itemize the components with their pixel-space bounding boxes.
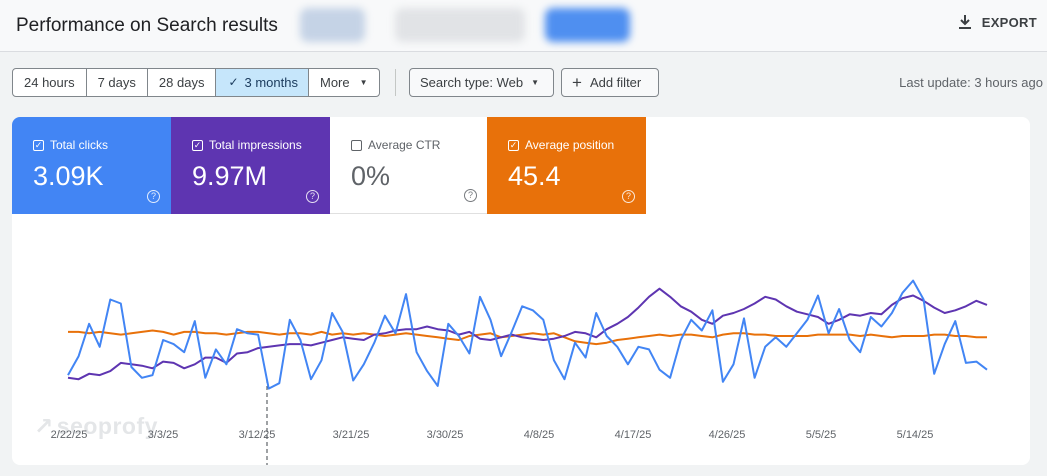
add-filter-button[interactable]: + Add filter: [561, 68, 659, 97]
range-label: 24 hours: [24, 75, 75, 90]
export-label: EXPORT: [981, 14, 1037, 30]
help-icon[interactable]: ?: [147, 190, 160, 203]
blurred-property-selector[interactable]: [300, 8, 365, 42]
x-tick-label: 4/26/25: [709, 429, 746, 441]
metric-label: Average CTR: [368, 138, 441, 152]
blurred-account-badge[interactable]: [545, 8, 630, 42]
range-label: 7 days: [97, 75, 136, 90]
watermark-text: seoprofy: [56, 413, 158, 439]
metric-label: Total clicks: [50, 138, 109, 152]
export-button[interactable]: EXPORT: [958, 14, 1037, 30]
filter-toolbar: 24 hours 7 days 28 days ✓ 3 months More …: [0, 62, 1047, 102]
page-header: Performance on Search results EXPORT: [0, 0, 1047, 52]
watermark-arrow-icon: ↗: [34, 413, 54, 439]
caret-down-icon: ▼: [531, 78, 540, 87]
x-tick-label: 3/3/25: [148, 429, 179, 441]
checkbox-checked-icon[interactable]: ✓: [33, 139, 44, 151]
x-tick-label: 4/8/25: [524, 429, 555, 441]
checkbox-unchecked-icon[interactable]: [351, 139, 362, 151]
help-icon[interactable]: ?: [622, 190, 635, 203]
metric-value: 3.09K: [33, 161, 104, 191]
x-tick-label: 5/14/25: [897, 429, 934, 441]
watermark: ↗ seoprofy: [34, 413, 158, 440]
range-label: 3 months: [244, 75, 298, 90]
x-tick-label: 4/17/25: [615, 429, 652, 441]
search-type-dropdown[interactable]: Search type: Web ▼: [409, 68, 554, 97]
metric-label: Average position: [525, 138, 615, 152]
performance-card: ✓ Total clicks 3.09K ? ✓ Total impressions…: [12, 117, 1030, 465]
x-tick-label: 3/12/25: [239, 429, 276, 441]
checkbox-checked-icon[interactable]: ✓: [508, 139, 519, 151]
x-tick-label: 3/21/25: [333, 429, 370, 441]
x-tick-label: 2/22/25: [51, 429, 88, 441]
metric-total-clicks[interactable]: ✓ Total clicks 3.09K ?: [12, 117, 171, 214]
last-update-text: Last update: 3 hours ago: [899, 75, 1043, 90]
download-icon: [958, 15, 971, 29]
range-more-button[interactable]: More ▼: [309, 69, 379, 96]
metric-value: 0%: [351, 161, 391, 191]
range-label: More: [320, 75, 350, 90]
blurred-property-name: [395, 8, 525, 42]
range-7-days-button[interactable]: 7 days: [87, 69, 148, 96]
range-3-months-button[interactable]: ✓ 3 months: [216, 69, 309, 96]
checkbox-checked-icon[interactable]: ✓: [192, 139, 203, 151]
series-line-average-position[interactable]: [68, 329, 987, 346]
page-title: Performance on Search results: [16, 15, 278, 36]
date-range-selector: 24 hours 7 days 28 days ✓ 3 months More …: [12, 68, 380, 97]
plus-icon: +: [572, 73, 582, 92]
x-tick-label: 3/30/25: [427, 429, 464, 441]
metric-average-position[interactable]: ✓ Average position 45.4 ?: [487, 117, 646, 214]
performance-line-chart[interactable]: 2/22/25 3/3/25 3/12/25 3/21/25 3/30/25 4/8/25…: [12, 214, 1030, 465]
check-icon: ✓: [228, 75, 239, 89]
add-filter-label: Add filter: [589, 75, 642, 90]
range-label: 28 days: [158, 75, 205, 90]
x-tick-label: 5/5/25: [806, 429, 837, 441]
metric-average-ctr[interactable]: Average CTR 0% ?: [330, 117, 489, 214]
metric-total-impressions[interactable]: ✓ Total impressions 9.97M ?: [171, 117, 330, 214]
toolbar-divider: [395, 69, 396, 96]
range-24-hours-button[interactable]: 24 hours: [13, 69, 87, 96]
series-line-total-clicks[interactable]: [67, 279, 988, 390]
search-type-label: Search type: Web: [420, 75, 524, 90]
metric-value: 9.97M: [192, 161, 268, 191]
help-icon[interactable]: ?: [464, 189, 477, 202]
metric-value: 45.4: [508, 161, 561, 191]
caret-down-icon: ▼: [359, 78, 368, 87]
range-28-days-button[interactable]: 28 days: [148, 69, 217, 96]
help-icon[interactable]: ?: [306, 190, 319, 203]
metric-label: Total impressions: [209, 138, 302, 152]
